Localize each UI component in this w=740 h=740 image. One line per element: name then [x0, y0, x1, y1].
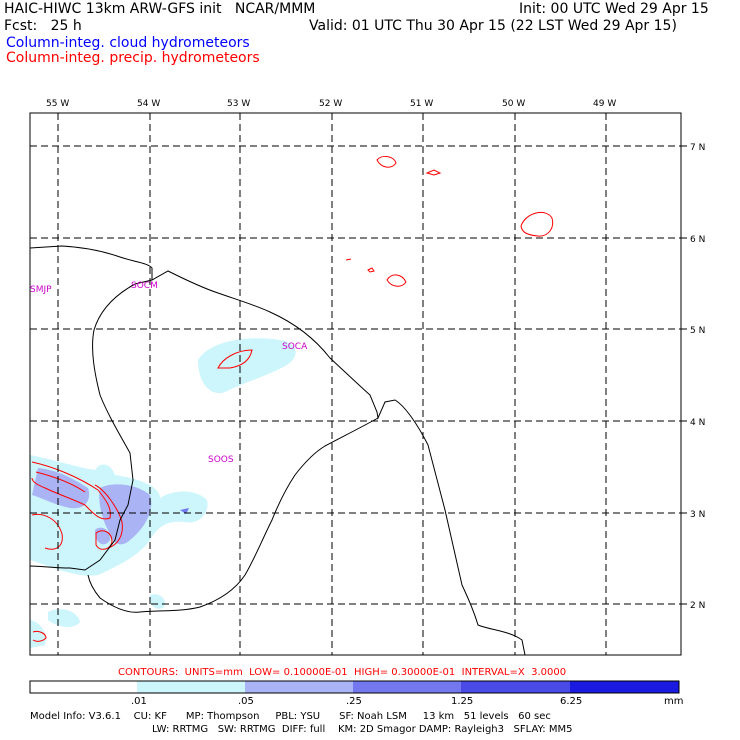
lat-label: 6 N	[690, 235, 705, 245]
colorbar-label: 1.25	[451, 696, 474, 707]
model-info-line-1: Model Info: V3.6.1 CU: KF MP: Thompson P…	[30, 711, 551, 722]
precip-contours	[31, 155, 554, 642]
legend-precip-text: Column-integ. precip. hydrometeors	[6, 50, 260, 66]
colorbar-label: .01	[131, 696, 147, 707]
colorbar-label: .05	[238, 696, 254, 707]
coastline	[30, 245, 526, 655]
station-soca: SOCA	[282, 342, 308, 352]
cloud-shading	[30, 338, 296, 648]
lat-label: 3 N	[690, 510, 705, 520]
lat-label: 4 N	[690, 418, 705, 428]
station-labels: SMJP SOCM SOCA SOOS	[30, 281, 308, 465]
colorbar-label: 6.25	[560, 696, 583, 707]
lon-labels: 55 W 54 W 53 W 52 W 51 W 50 W 49 W	[46, 99, 616, 109]
lon-label: 54 W	[137, 99, 160, 109]
lat-label: 2 N	[690, 601, 705, 611]
legend-cloud-text: Column-integ. cloud hydrometeors	[6, 35, 250, 51]
valid-time: Valid: 01 UTC Thu 30 Apr 15 (22 LST Wed …	[309, 18, 677, 34]
lon-label: 55 W	[46, 99, 69, 109]
contour-info: CONTOURS: UNITS=mm LOW= 0.10000E-01 HIGH…	[118, 667, 567, 678]
lat-label: 5 N	[690, 326, 705, 336]
colorbar-unit: mm	[664, 696, 684, 707]
colorbar-label: .25	[346, 696, 362, 707]
lon-label: 51 W	[410, 99, 433, 109]
lon-label: 52 W	[319, 99, 342, 109]
model-info-line-2: LW: RRTMG SW: RRTMG DIFF: full KM: 2D Sm…	[152, 724, 573, 735]
station-socm: SOCM	[131, 281, 158, 291]
lon-label: 49 W	[593, 99, 616, 109]
lon-label: 50 W	[502, 99, 525, 109]
station-smjp: SMJP	[30, 285, 52, 295]
map-title: HAIC-HIWC 13km ARW-GFS init NCAR/MMM	[4, 1, 316, 17]
colorbar	[29, 680, 680, 694]
lat-lon-grid	[30, 113, 681, 655]
lat-labels: 7 N 6 N 5 N 4 N 3 N 2 N	[690, 143, 705, 611]
map-frame	[29, 112, 682, 656]
init-time: Init: 00 UTC Wed 29 Apr 15	[519, 1, 709, 17]
lat-label: 7 N	[690, 143, 705, 153]
station-soos: SOOS	[208, 455, 234, 465]
lat-ticks	[681, 145, 687, 605]
forecast-hour: Fcst: 25 h	[4, 18, 82, 34]
lon-label: 53 W	[227, 99, 250, 109]
